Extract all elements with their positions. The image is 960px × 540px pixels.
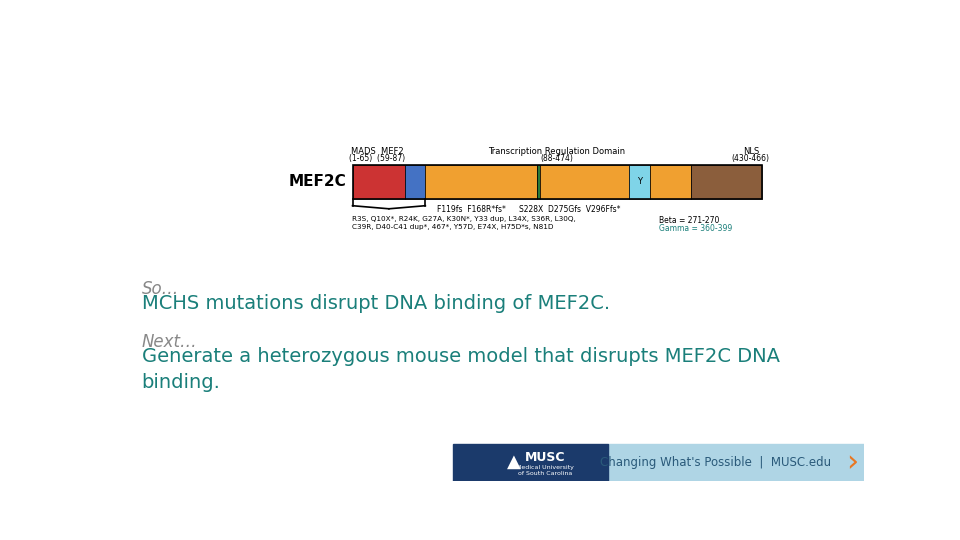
- Bar: [629, 165, 650, 199]
- Bar: [537, 165, 540, 199]
- Bar: [405, 165, 425, 199]
- Bar: [650, 165, 691, 199]
- Bar: [609, 444, 864, 481]
- Bar: [629, 165, 650, 199]
- Text: R3S, Q10X*, R24K, G27A, K30N*, Y33 dup, L34X, S36R, L30Q,: R3S, Q10X*, R24K, G27A, K30N*, Y33 dup, …: [352, 215, 576, 222]
- Text: Transcription Regulation Domain: Transcription Regulation Domain: [489, 147, 626, 156]
- Bar: [352, 165, 405, 199]
- Bar: [352, 165, 405, 199]
- Bar: [425, 165, 537, 199]
- Text: S228X  D275Gfs  V296Ffs*: S228X D275Gfs V296Ffs*: [519, 205, 620, 214]
- Bar: [691, 165, 761, 199]
- Bar: [425, 165, 537, 199]
- Bar: [352, 165, 761, 199]
- Bar: [540, 165, 629, 199]
- Text: (430-466): (430-466): [732, 153, 770, 163]
- Text: MUSC: MUSC: [524, 451, 564, 464]
- Text: MADS  MEF2: MADS MEF2: [351, 147, 403, 156]
- Text: (1-65)  (59-87): (1-65) (59-87): [349, 153, 405, 163]
- Text: So…: So…: [142, 280, 179, 299]
- Bar: [691, 165, 761, 199]
- Text: F119fs  F168R*fs*: F119fs F168R*fs*: [437, 205, 506, 214]
- Bar: [650, 165, 691, 199]
- Text: MCHS mutations disrupt DNA binding of MEF2C.: MCHS mutations disrupt DNA binding of ME…: [142, 294, 610, 313]
- Bar: [537, 165, 540, 199]
- Text: Medical University
of South Carolina: Medical University of South Carolina: [516, 464, 574, 476]
- Text: Changing What's Possible  |  MUSC.edu: Changing What's Possible | MUSC.edu: [600, 456, 831, 469]
- Text: MEF2C: MEF2C: [289, 174, 347, 190]
- Text: ▲: ▲: [507, 453, 520, 470]
- Text: Generate a heterozygous mouse model that disrupts MEF2C DNA
binding.: Generate a heterozygous mouse model that…: [142, 347, 780, 392]
- Text: (88-474): (88-474): [540, 153, 573, 163]
- Text: C39R, D40-C41 dup*, 467*, Y57D, E74X, H75D*s, N81D: C39R, D40-C41 dup*, 467*, Y57D, E74X, H7…: [352, 224, 554, 230]
- Text: ›: ›: [847, 448, 858, 477]
- Text: Next…: Next…: [142, 333, 198, 351]
- Text: NLS: NLS: [743, 147, 759, 156]
- Text: Gamma = 360-399: Gamma = 360-399: [659, 224, 732, 233]
- Text: Y: Y: [637, 177, 642, 186]
- Bar: [405, 165, 425, 199]
- Bar: [540, 165, 629, 199]
- Text: Beta = 271-270: Beta = 271-270: [659, 215, 719, 225]
- Bar: [453, 444, 609, 481]
